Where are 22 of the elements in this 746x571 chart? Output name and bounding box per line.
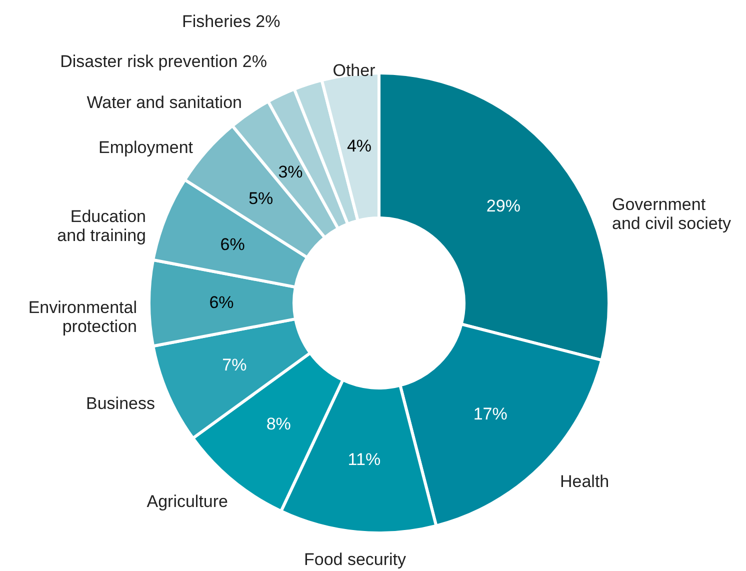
data-label: 7% — [222, 356, 247, 375]
data-label: 6% — [209, 293, 234, 312]
slice-label: Business — [86, 394, 155, 413]
slice-label: Health — [560, 472, 610, 491]
slice-label: Government and civil society — [612, 195, 732, 233]
data-label: 29% — [486, 196, 520, 216]
data-label: 6% — [220, 235, 245, 254]
data-label: 5% — [248, 188, 274, 208]
data-label: 4% — [346, 136, 372, 156]
data-label: 3% — [278, 162, 303, 182]
slice-label: Agriculture — [146, 492, 228, 511]
slice-label: Employment — [98, 138, 194, 157]
slice-label: Fisheries 2% — [182, 12, 280, 31]
slice-label: Other — [332, 61, 376, 80]
data-label: 17% — [473, 404, 508, 424]
slice-label: Disaster risk prevention 2% — [60, 52, 267, 71]
data-label: 8% — [266, 414, 291, 434]
slice-label: Food security — [304, 550, 407, 569]
data-label: 11% — [348, 450, 381, 469]
slice-label: Water and sanitation — [86, 93, 242, 112]
slice-label: Education and training — [57, 207, 146, 245]
slice-label: Environmental protection — [28, 298, 137, 336]
